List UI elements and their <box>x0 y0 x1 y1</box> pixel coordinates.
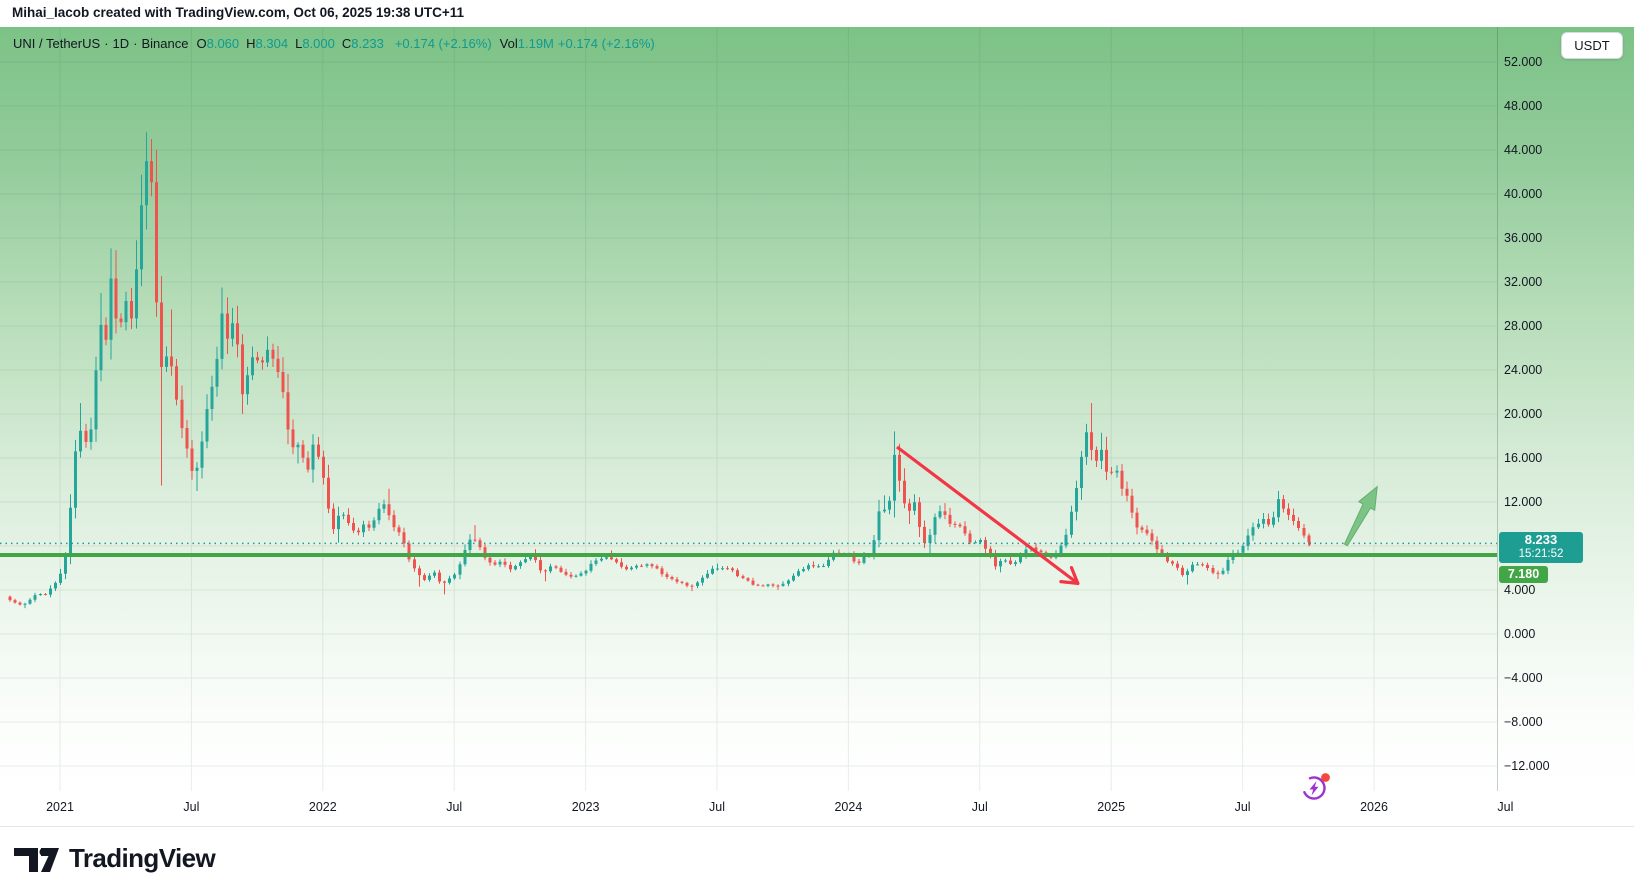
currency-toggle-button[interactable]: USDT <box>1561 32 1623 59</box>
time-tick-label: 2026 <box>1360 800 1388 814</box>
legend-separator: · <box>133 35 138 51</box>
time-tick-label: Jul <box>971 800 988 814</box>
change-value: +0.174 (+2.16%) <box>394 35 492 51</box>
price-tick-label: −12.000 <box>1504 759 1550 773</box>
interval-label[interactable]: 1D <box>112 35 130 51</box>
time-tick-label: 2021 <box>46 800 74 814</box>
support-level-label[interactable]: 7.180 <box>1499 566 1548 583</box>
attribution-text: Mihai_Iacob created with TradingView.com… <box>12 5 465 20</box>
tradingview-logo-mark <box>14 847 59 872</box>
candlestick-chart[interactable] <box>0 27 1497 791</box>
price-axis-separator <box>1497 27 1498 791</box>
legend-separator: · <box>104 35 109 51</box>
price-tick-label: 32.000 <box>1504 275 1543 289</box>
red-arrowhead <box>1059 580 1080 586</box>
current-price-label[interactable]: 8.233 15:21:52 <box>1499 532 1583 563</box>
time-tick-label: Jul <box>446 800 463 814</box>
time-tick-label: 2024 <box>834 800 863 814</box>
ohlc-letter: C <box>341 35 352 51</box>
time-tick-label: Jul <box>183 800 200 814</box>
price-tick-label: 36.000 <box>1504 231 1543 245</box>
down-candle-bodies <box>8 161 1311 605</box>
volume-change: +0.174 (+2.16%) <box>557 35 655 51</box>
price-tick-label: 16.000 <box>1504 451 1543 465</box>
price-tick-label: −8.000 <box>1504 715 1543 729</box>
price-tick-label: 0.000 <box>1504 627 1536 641</box>
tradingview-logo[interactable]: TradingView <box>14 843 216 874</box>
page-footer: TradingView <box>0 826 1634 887</box>
green-up-arrow[interactable] <box>1343 485 1378 547</box>
ohlc-letter: O <box>196 35 207 51</box>
time-axis[interactable]: 2021 Jul 2022 Jul 2023 Jul 2024 Jul 2025 Jul 2026 J… <box>0 791 1634 826</box>
ohlc-value: 8.060 <box>206 35 240 51</box>
attribution-bar: Mihai_Iacob created with TradingView.com… <box>0 0 1634 27</box>
symbol-title[interactable]: UNI / TetherUS <box>13 35 101 51</box>
time-tick-label: Jul <box>1234 800 1251 814</box>
chart-legend: UNI / TetherUS · 1D · Binance O8.060 H8.3… <box>13 33 655 53</box>
reaction-lightning-icon[interactable] <box>1299 772 1333 804</box>
red-arrowhead <box>1069 566 1080 586</box>
red-trend-arrow[interactable] <box>896 445 1079 585</box>
volume-label: Vol <box>499 35 518 51</box>
price-tick-label: 12.000 <box>1504 495 1543 509</box>
price-tick-label: 4.000 <box>1504 583 1536 597</box>
price-tick-label: 20.000 <box>1504 407 1543 421</box>
grid-lines <box>0 27 1497 791</box>
ohlc-value: 8.000 <box>302 35 335 51</box>
time-tick-label: Jul <box>1497 800 1514 814</box>
ohlc-value: 8.304 <box>255 35 289 51</box>
price-tick-label: 48.000 <box>1504 99 1543 113</box>
time-tick-label: 2023 <box>571 800 600 814</box>
chart-background <box>0 27 1634 791</box>
exchange-label[interactable]: Binance <box>141 35 189 51</box>
price-tick-label: −4.000 <box>1504 671 1543 685</box>
time-tick-label: 2025 <box>1097 800 1126 814</box>
down-candle-wicks <box>9 139 1310 606</box>
price-tick-label: 40.000 <box>1504 187 1543 201</box>
time-tick-label: Jul <box>709 800 725 814</box>
tradingview-logo-text: TradingView <box>69 843 216 873</box>
price-tick-label: 28.000 <box>1504 319 1543 333</box>
price-tick-label: 44.000 <box>1504 143 1543 157</box>
time-tick-label: 2022 <box>308 800 337 814</box>
bar-countdown: 15:21:52 <box>1518 548 1564 560</box>
ohlc-values: O8.060 H8.304 L8.000 C8.233 <box>196 36 390 51</box>
ohlc-letter: H <box>246 35 256 51</box>
ohlc-letter: L <box>295 35 303 51</box>
volume-value: 1.19M <box>517 35 554 51</box>
current-price-value: 8.233 <box>1524 532 1558 547</box>
price-tick-label: 52.000 <box>1504 55 1543 69</box>
price-tick-label: 24.000 <box>1504 363 1543 377</box>
ohlc-value: 8.233 <box>351 35 384 51</box>
